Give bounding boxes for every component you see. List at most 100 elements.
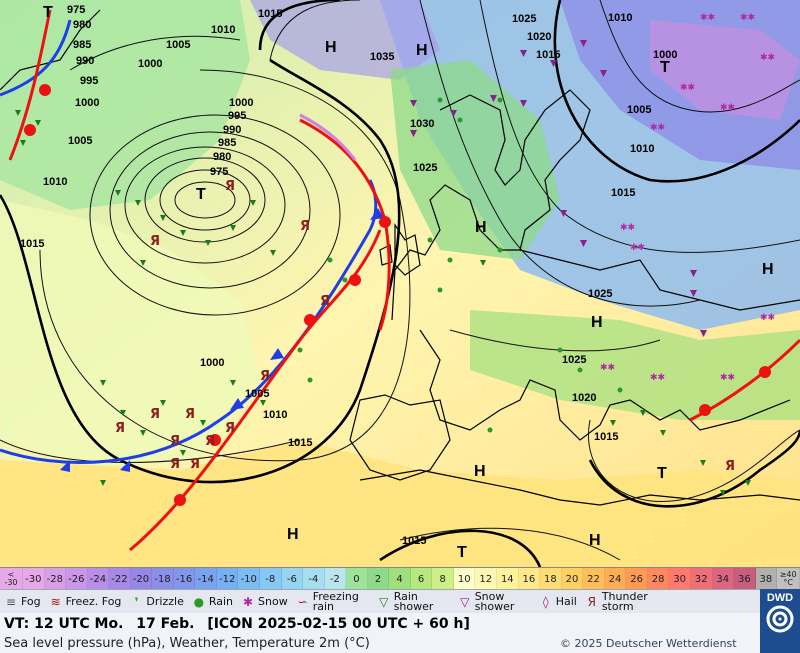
high-pressure-label: H [287, 526, 299, 543]
logo-text: DWD [766, 592, 794, 604]
isobar-label: 1005 [68, 135, 92, 147]
scale-cell: 38 [755, 568, 778, 590]
legend-label: Fog [21, 595, 41, 608]
isobar-label: 1000 [229, 97, 253, 109]
scale-cell: 34 [712, 568, 735, 590]
scale-cell: -6 [281, 568, 304, 590]
valid-time: VT: 12 UTC Mo. 17 Feb. [ICON 2025-02-15 … [4, 616, 478, 632]
legend-label: Hail [555, 595, 577, 608]
high-pressure-label: H [325, 39, 337, 56]
isobar-label: 1015 [288, 437, 312, 449]
scale-cell: -14 [195, 568, 217, 590]
pressure-center-labels: H H T H H H T H T H T H T [43, 4, 774, 561]
scale-cell: -26 [66, 568, 88, 590]
isobar-label: 1000 [200, 357, 224, 369]
temp-field-green-sea [390, 60, 560, 260]
svg-text:✱✱: ✱✱ [700, 13, 715, 23]
isobar-label: 975 [67, 4, 85, 16]
scale-cell: 2 [367, 568, 390, 590]
temp-field-russia-arctic [650, 20, 800, 120]
legend-item: ◊ Hail [539, 595, 577, 609]
isobar-label: 1025 [562, 354, 586, 366]
svg-text:Я: Я [115, 421, 125, 436]
temp-field-warm-south [0, 440, 800, 567]
isobar-label: 1000 [75, 97, 99, 109]
weather-map: ✱✱ ✱✱✱✱ ✱✱✱✱✱✱ ✱✱✱✱✱✱ ✱✱✱✱✱✱ Я ЯЯ Я ЯЯ Я ЯЯ … [0, 0, 800, 567]
scale-cell: 8 [432, 568, 454, 590]
scale-low-cell: < -30 [0, 568, 23, 590]
isobar-label: 990 [76, 55, 94, 67]
isobar-label: 995 [228, 110, 246, 122]
svg-text:Я: Я [185, 407, 195, 422]
legend-item: ✱ Snow [241, 595, 288, 609]
isobars [0, 0, 800, 561]
legend-label: Snow [258, 595, 288, 608]
isobar-label: 1015 [258, 8, 282, 20]
low-pressure-label: T [43, 4, 53, 21]
scale-cell: 30 [669, 568, 691, 590]
svg-text:✱✱: ✱✱ [720, 373, 735, 383]
isobar-label: 1025 [588, 288, 612, 300]
scale-cell: 6 [410, 568, 433, 590]
dwd-spiral-icon [766, 605, 794, 633]
isobar-label: 975 [210, 166, 228, 178]
temp-field-mild-atlantic [0, 200, 260, 470]
isobar-label: 1020 [572, 392, 596, 404]
scale-cell: 14 [497, 568, 519, 590]
svg-text:Я: Я [150, 407, 160, 422]
legend-item: ≡ Fog [4, 595, 41, 609]
front-symbols [24, 84, 771, 506]
svg-text:✱✱: ✱✱ [760, 313, 775, 323]
scale-cell: 4 [389, 568, 411, 590]
isobar-label: 1015 [402, 535, 426, 547]
isobar-label: 1010 [608, 12, 632, 24]
legend-item: ▽ Rain shower [377, 591, 450, 612]
temp-field-cold-norway [250, 0, 440, 80]
weather-legend: ≡ Fog ≋ Freez. Fog ❜ Drizzle ● Rain ✱ Snow ∽ Freezi… [0, 589, 760, 614]
low-pressure-label: T [196, 186, 206, 203]
scale-high-label: °C [783, 578, 793, 587]
svg-text:✱✱: ✱✱ [620, 223, 635, 233]
snow-shower-icon: ▽ [460, 595, 470, 609]
isobar-label: 980 [213, 151, 231, 163]
svg-text:✱✱: ✱✱ [600, 363, 615, 373]
isobar-label: 1020 [527, 31, 551, 43]
scale-cell: 26 [626, 568, 648, 590]
isobar-labels: 975 980 985 990 995 1000 1005 1010 1015 … [20, 4, 677, 547]
info-bar: VT: 12 UTC Mo. 17 Feb. [ICON 2025-02-15 … [0, 613, 760, 653]
scale-high-label: ≥40 [779, 570, 797, 579]
scale-cell: 10 [453, 568, 476, 590]
legend-item: ❜ Drizzle [129, 595, 183, 609]
svg-text:Я: Я [225, 421, 235, 436]
scale-cell: 28 [647, 568, 670, 590]
high-pressure-label: H [416, 42, 428, 59]
svg-text:Я: Я [205, 434, 215, 449]
legend-item: ● Rain [192, 595, 233, 609]
scale-low-label: -30 [4, 578, 18, 587]
scale-cell: -22 [109, 568, 131, 590]
thunderstorm-icon: Я [587, 595, 596, 609]
scale-cell: -12 [216, 568, 239, 590]
legend-label: Snow shower [474, 590, 515, 613]
thunderstorm-symbols: Я ЯЯ Я ЯЯ Я ЯЯ ЯЯЯ ЯЯ [115, 179, 735, 474]
isobar-label: 1005 [627, 104, 651, 116]
scale-cell: -28 [44, 568, 67, 590]
legend-item: ∽ Freezing rain [296, 591, 369, 612]
isobar-label: 1000 [138, 58, 162, 70]
high-pressure-label: H [591, 314, 603, 331]
high-pressure-label: H [474, 463, 486, 480]
isobar-label: 1010 [263, 409, 287, 421]
temperature-color-scale: < -30 -30 -28 -26 -24 -22 -20 -18 -16 -14 -12 -10 -8-… [0, 567, 800, 590]
svg-text:Я: Я [320, 294, 330, 309]
svg-text:Я: Я [225, 179, 235, 194]
svg-text:✱✱: ✱✱ [740, 13, 755, 23]
svg-text:✱✱: ✱✱ [650, 123, 665, 133]
map-description: Sea level pressure (hPa), Weather, Tempe… [4, 636, 370, 651]
scale-cell: -20 [130, 568, 153, 590]
isobar-label: 1000 [653, 49, 677, 61]
isobar-label: 1015 [536, 49, 560, 61]
valid-date: 17 Feb. [136, 616, 195, 632]
dwd-logo: DWD [760, 589, 800, 653]
scale-cell: -30 [23, 568, 45, 590]
svg-text:Я: Я [190, 457, 200, 472]
